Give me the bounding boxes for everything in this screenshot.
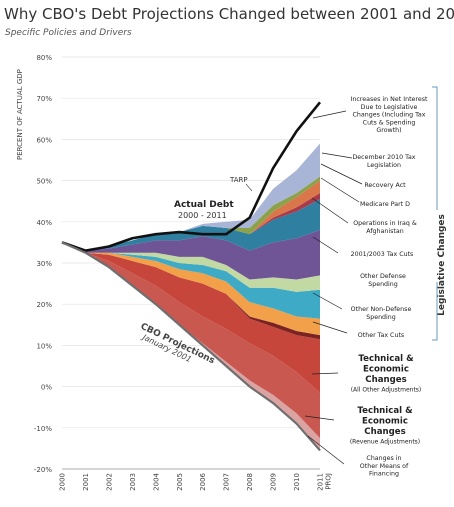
- chart-title: Why CBO's Debt Projections Changed betwe…: [4, 5, 454, 23]
- label-iraq: Operations in Iraq & Afghanistan: [353, 220, 417, 235]
- series-labels: Increases in Net Interest Due to Legislat…: [304, 96, 429, 478]
- x-tick-label: 2011PROJ: [317, 473, 333, 491]
- actual-debt-label: Actual Debt: [174, 200, 234, 210]
- y-tick-label: 80%: [36, 54, 52, 62]
- area-tarp: [62, 176, 320, 251]
- leader-line-financing: [307, 435, 345, 465]
- area-other-defense-spending: [62, 242, 320, 319]
- y-tick-label: 20%: [36, 301, 52, 309]
- y-tick-label: 50%: [36, 178, 52, 186]
- label-dec2010: December 2010 Tax Legislation: [352, 154, 415, 169]
- y-tick-label: 60%: [36, 136, 52, 144]
- y-tick-label: 40%: [36, 219, 52, 227]
- area-increases-in-net-interest-due-to-legislative-changes-including-tax-cuts-spending-growth: [62, 143, 320, 251]
- label-interest: Increases in Net Interest Due to Legislat…: [351, 96, 429, 134]
- label-medicare: Medicare Part D: [360, 201, 410, 208]
- x-tick-label: 2008: [246, 473, 254, 491]
- leader-line-othertax: [312, 321, 348, 334]
- leader-line-iraq: [311, 197, 349, 224]
- x-tick-label: 2010: [293, 473, 301, 491]
- y-tick-label: -10%: [34, 425, 52, 433]
- leader-line-nondefense: [312, 292, 343, 310]
- area-2001-2003-tax-cuts: [62, 242, 320, 292]
- stacked-areas: [62, 143, 320, 451]
- leader-line-dec2010: [321, 152, 353, 159]
- x-tick-label: 2000: [59, 473, 67, 491]
- x-tick-label: 2009: [270, 473, 278, 491]
- y-tick-label: 10%: [36, 342, 52, 350]
- x-tick-label: 2003: [129, 473, 137, 491]
- tarp-leader-line: [245, 183, 253, 192]
- leader-line-recovery: [320, 163, 363, 185]
- y-tick-label: -20%: [34, 466, 52, 474]
- leader-line-techall: [311, 372, 339, 375]
- label-recovery: Recovery Act: [364, 182, 406, 189]
- area-recovery-act: [62, 192, 320, 251]
- y-tick-label: 70%: [36, 95, 52, 103]
- legislative-bracket-top: [432, 86, 438, 210]
- y-tick-label: 30%: [36, 260, 52, 268]
- actual-debt-line: [61, 101, 322, 252]
- legislative-bracket-bottom: [432, 282, 438, 341]
- area-other-non-defense-spending: [62, 242, 320, 336]
- actual-debt-subtitle: 2000 - 2011: [178, 211, 227, 220]
- y-tick-label: 0%: [41, 384, 52, 392]
- label-defense: Other Defense Spending: [360, 273, 406, 288]
- label-techall: Technical & Economic Changes (All Other Adj…: [351, 354, 422, 394]
- label-taxcuts0103: 2001/2003 Tax Cuts: [351, 251, 414, 258]
- legislative-changes-label: Legislative Changes: [437, 214, 447, 316]
- x-tick-label: 2007: [223, 473, 231, 491]
- y-axis-label: PERCENT OF ACTUAL GDP: [16, 69, 24, 160]
- leader-line-techrev: [304, 415, 335, 421]
- x-tick-label: 2006: [199, 472, 207, 490]
- x-tick-label: 2005: [176, 473, 184, 491]
- series-lines: [61, 101, 322, 452]
- leader-line-interest: [312, 110, 347, 119]
- chart-subtitle: Specific Policies and Drivers: [5, 28, 132, 38]
- area-medicare-part-d: [62, 199, 320, 251]
- x-tick-label: 2004: [152, 472, 160, 490]
- label-nondefense: Other Non-Defense Spending: [351, 306, 412, 321]
- tarp-label: TARP: [229, 176, 248, 184]
- x-tick-label: 2001: [82, 473, 90, 491]
- label-techrev: Technical & Economic Changes (Revenue Adjus…: [350, 406, 420, 446]
- axis-ticks: -20% -10% 0% 10% 20% 30% 40% 50% 60% 70% 80% 2000 20…: [34, 54, 333, 491]
- leader-line-taxcuts0103: [312, 236, 339, 254]
- label-financing: Changes in Other Means of Financing: [360, 455, 409, 478]
- cbo-projection-line: [61, 241, 321, 452]
- label-othertax: Other Tax Cuts: [358, 332, 404, 339]
- leader-line-medicare: [320, 177, 360, 203]
- x-tick-label: 2002: [105, 473, 113, 491]
- area-operations-in-iraq-afghanistan: [62, 230, 320, 280]
